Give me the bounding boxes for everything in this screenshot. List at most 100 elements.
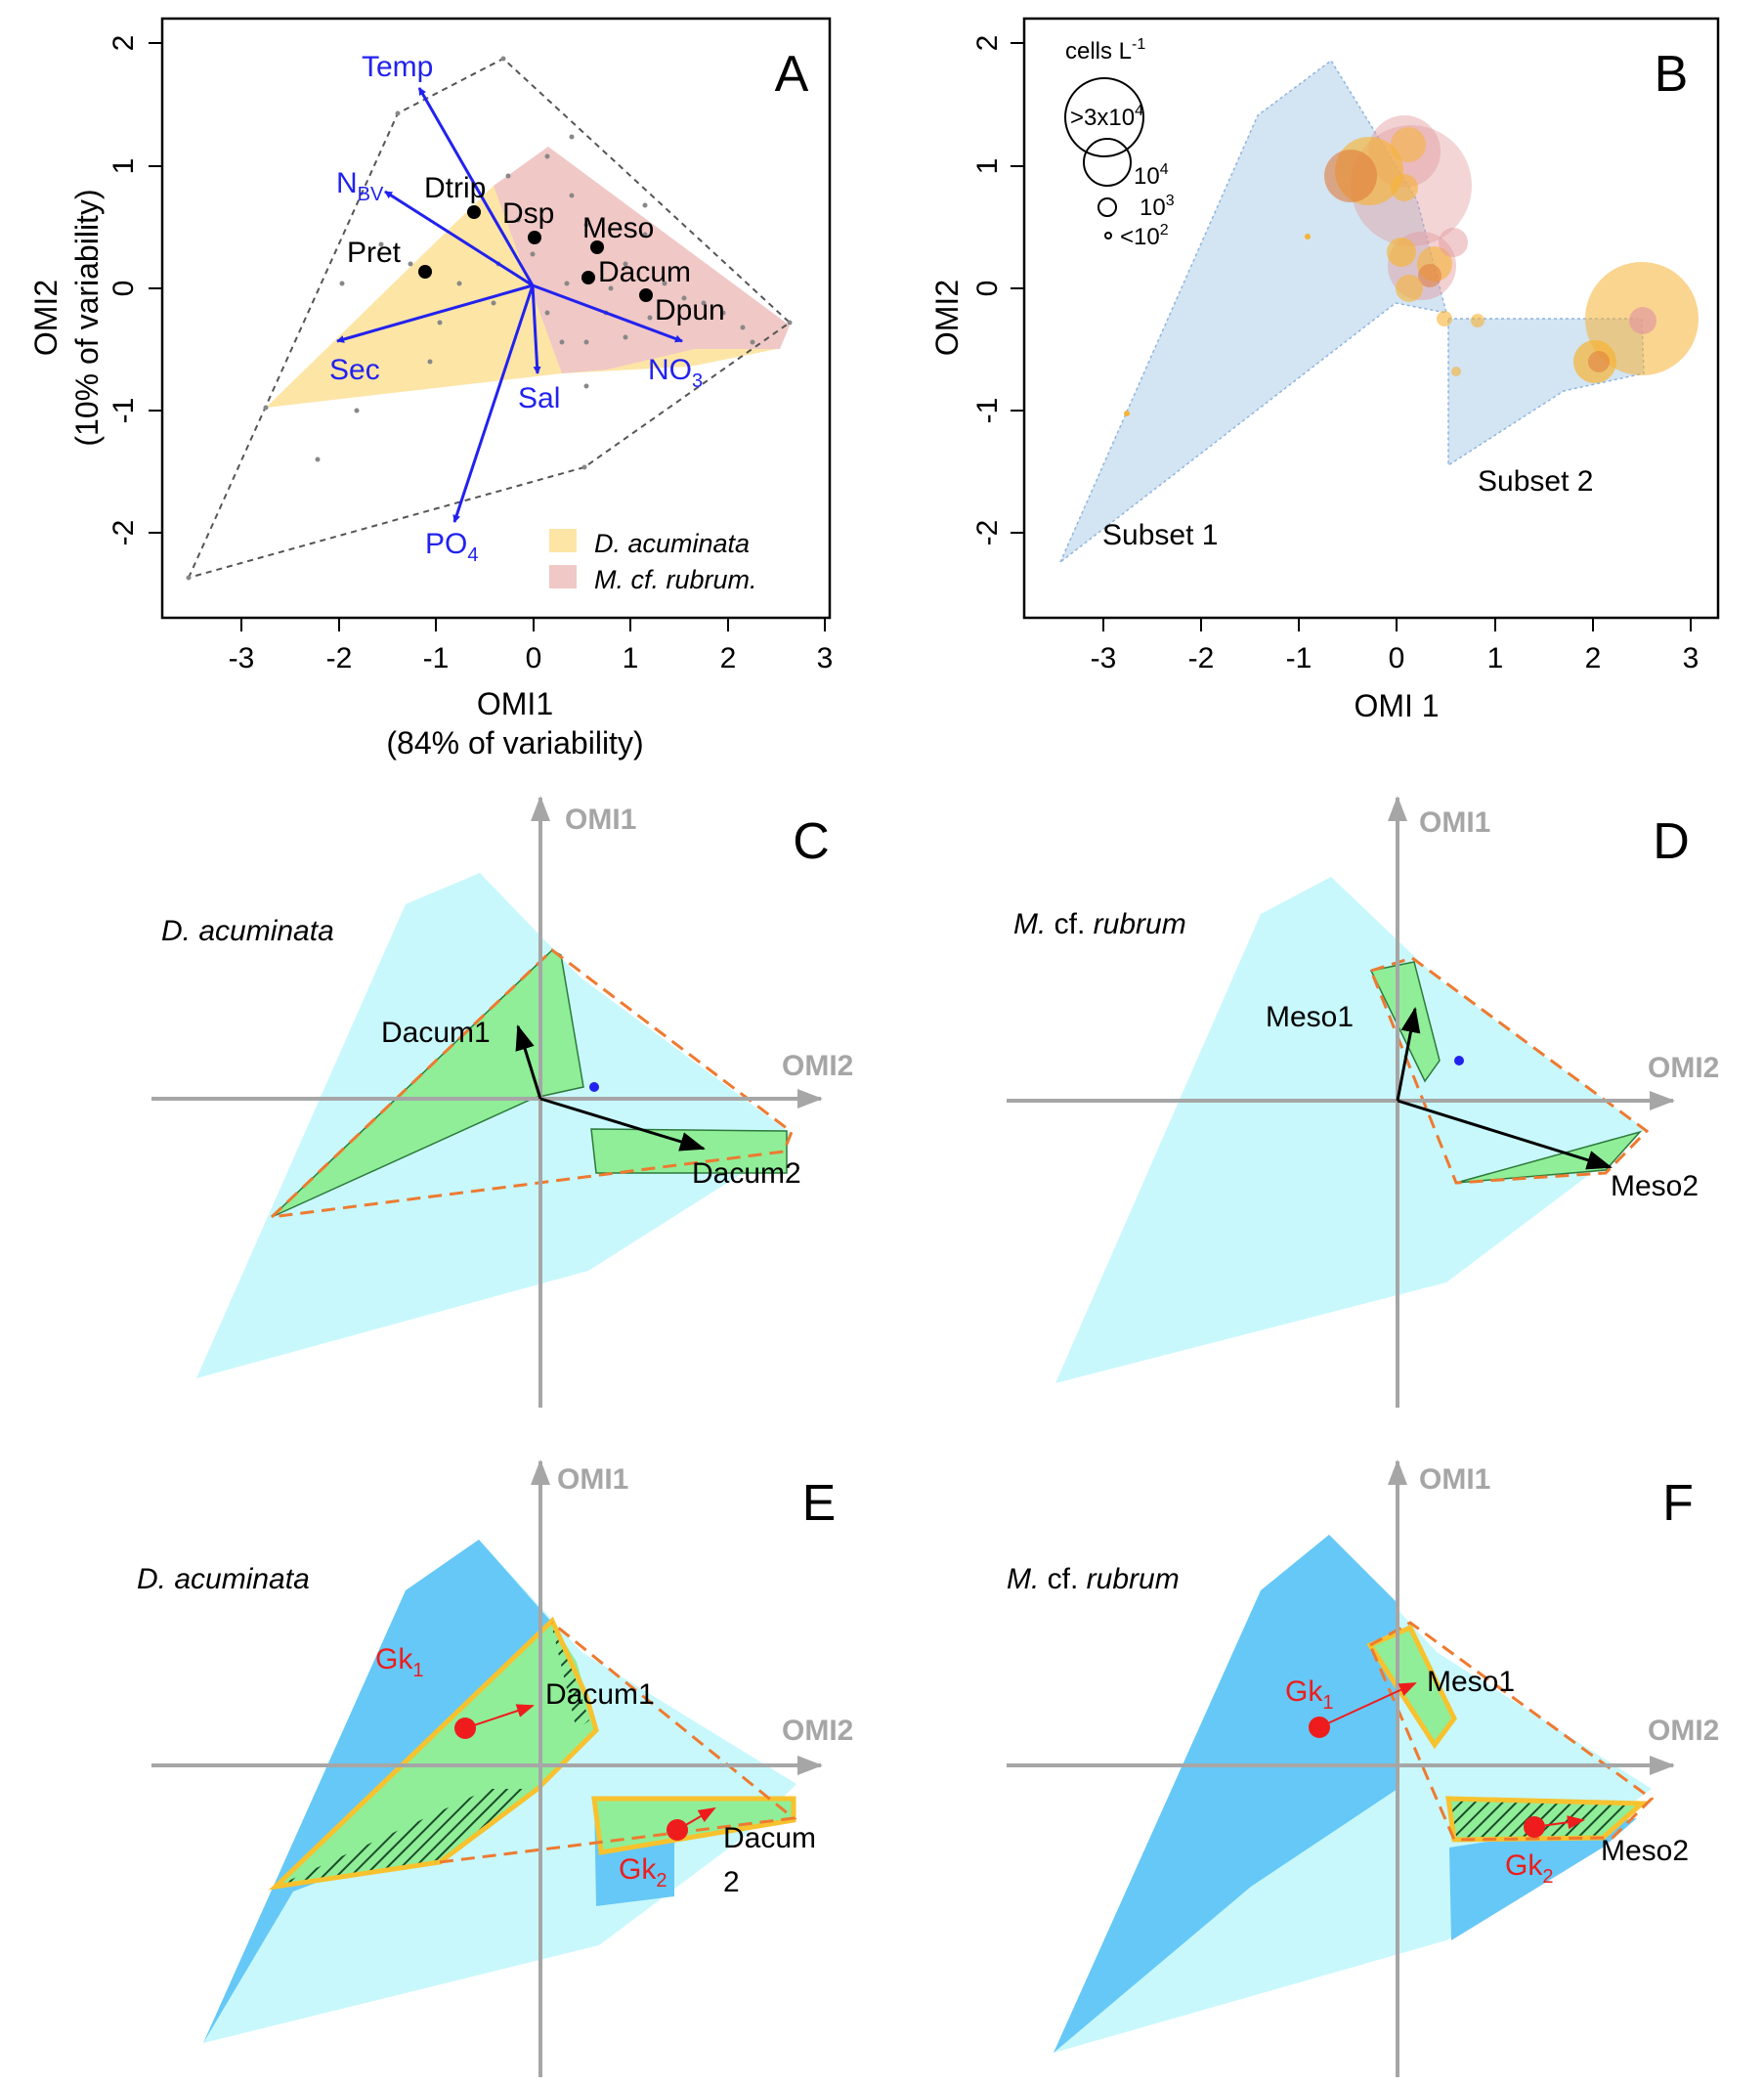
legend-dacum-label: D. acuminata — [594, 529, 750, 558]
panel-a-y-axis: 2 1 0 -1 -2 OMI2 (10% of variability) — [28, 35, 162, 546]
panel-b-letter: B — [1655, 46, 1689, 103]
svg-text:-3: -3 — [229, 642, 255, 674]
po4-label: PO4 — [425, 528, 478, 566]
legend-bubble-small — [1097, 197, 1117, 217]
env-labels: Temp NBV Sec Sal NO3 PO4 — [329, 51, 703, 566]
dacum2-subniche-e — [591, 1796, 796, 1855]
temp-vector — [417, 87, 535, 286]
svg-text:-1: -1 — [971, 398, 1004, 424]
panel-d-omi1-label: OMI1 — [1419, 806, 1490, 839]
convex-hull-all — [187, 57, 792, 580]
svg-text:2: 2 — [108, 35, 140, 52]
dacum1-label-e: Dacum1 — [545, 1678, 655, 1711]
panel-d-omi2-label: OMI2 — [1648, 1052, 1719, 1084]
dtrip-point — [467, 205, 481, 219]
panel-b-x-label: OMI 1 — [1354, 688, 1439, 723]
no3-label: NO3 — [648, 354, 703, 392]
gk2-vector-f — [1533, 1815, 1585, 1830]
legend-medium-label: 104 — [1134, 161, 1169, 190]
dacum1-subniche-e — [276, 1623, 596, 1887]
sal-vector — [531, 284, 541, 374]
panel-b-y-axis: 2 1 0 -1 -2 OMI2 — [929, 35, 1024, 546]
dacum2-label-e-1: Dacum — [723, 1822, 816, 1854]
dsp-label: Dsp — [502, 197, 554, 230]
panel-c: OMI1 OMI2 D. acuminata Dacum1 Dacum2 C — [151, 796, 853, 1408]
panel-a-x-axis: -3 -2 -1 0 1 2 3 OMI1 (84% of variability) — [229, 618, 834, 761]
panel-c-omi1-label: OMI1 — [565, 804, 636, 836]
legend-title: cells L-1 — [1065, 36, 1145, 65]
dpun-label: Dpun — [655, 294, 725, 326]
svg-text:-2: -2 — [108, 520, 140, 546]
panel-a-y-ticks — [149, 42, 162, 534]
meso2-label: Meso2 — [1611, 1170, 1699, 1202]
nbv-label: NBV — [336, 167, 384, 205]
dacum1-vector — [515, 1024, 542, 1100]
panel-d: OMI1 OMI2 M. cf. rubrum Meso1 Meso2 D — [1007, 796, 1719, 1408]
panel-c-species: D. acuminata — [161, 915, 334, 947]
panel-c-origin-point — [589, 1082, 599, 1092]
panel-b-x-axis: -3 -2 -1 0 1 2 3 OMI 1 — [1091, 618, 1699, 723]
panel-f-omi2-label: OMI2 — [1648, 1715, 1719, 1747]
svg-text:-1: -1 — [1286, 642, 1312, 674]
gk1-vector-f — [1318, 1682, 1417, 1728]
panel-a-letter: A — [775, 46, 809, 103]
dsp-point — [528, 231, 541, 244]
panel-f-omi1-label: OMI1 — [1419, 1463, 1490, 1496]
panel-c-letter: C — [793, 813, 830, 870]
pret-point — [418, 265, 432, 279]
gk1-vector-e — [464, 1704, 535, 1729]
pret-label: Pret — [347, 237, 402, 269]
panel-a-legend: D. acuminata M. cf. rubrum. — [549, 529, 757, 594]
panel-a-y-tick-labels: 2 1 0 -1 -2 — [108, 35, 140, 546]
gk2-label-e: Gk2 — [619, 1853, 667, 1891]
panel-a-y-label: OMI2 — [28, 280, 64, 356]
svg-text:2: 2 — [1585, 642, 1602, 674]
panel-c-omi2-label: OMI2 — [782, 1050, 853, 1082]
panel-a-y-label-2: (10% of variability) — [69, 189, 105, 446]
no3-vector — [532, 283, 683, 343]
subset1-label: Subset 1 — [1102, 519, 1218, 551]
panel-f-species: M. cf. rubrum — [1007, 1563, 1180, 1595]
legend-bubble-large — [1064, 77, 1144, 157]
panel-c-dashed-niche — [267, 948, 794, 1220]
abundance-bubbles — [1124, 115, 1699, 416]
panel-a-x-ticks — [240, 618, 826, 631]
dacum-point — [581, 271, 595, 284]
panel-a-x-tick-labels: -3 -2 -1 0 1 2 3 — [229, 642, 834, 674]
dacum2-vector — [539, 1097, 706, 1152]
panel-e-dashed-niche — [439, 1621, 797, 1864]
panel-f-letter: F — [1662, 1475, 1694, 1532]
panel-d-species: M. cf. rubrum — [1013, 908, 1186, 940]
gk1-label-f: Gk1 — [1285, 1675, 1333, 1714]
temp-label: Temp — [362, 51, 433, 83]
panel-d-origin-point — [1454, 1056, 1464, 1065]
legend-bubble-tiny — [1104, 232, 1112, 239]
panel-a-frame — [160, 17, 832, 620]
svg-text:-1: -1 — [108, 398, 140, 424]
panel-b: cells L-1 >3x104 104 103 <102 Subset 1 S… — [929, 17, 1720, 723]
sec-vector — [336, 283, 534, 343]
panel-d-dashed-niche — [1369, 956, 1650, 1185]
meso1-vector — [1396, 1007, 1421, 1102]
meso-label: Meso — [582, 212, 654, 244]
dacum1-hatch-upper — [552, 1628, 589, 1730]
dacum2-label-e-2: 2 — [723, 1866, 740, 1898]
meso2-label-f: Meso2 — [1601, 1835, 1689, 1867]
meso2-subniche — [1455, 1130, 1643, 1184]
species-labels: Pret Dtrip Dsp Meso Dacum Dpun — [347, 172, 725, 326]
meso-niche-area — [494, 147, 790, 373]
panel-d-niche — [1055, 877, 1645, 1383]
svg-text:-2: -2 — [1188, 642, 1215, 674]
legend-meso-swatch — [549, 565, 577, 588]
legend-tiny-label: <102 — [1120, 222, 1169, 250]
panel-b-frame — [1022, 17, 1720, 620]
panel-e-letter: E — [802, 1475, 837, 1532]
gk2-label-f: Gk2 — [1505, 1849, 1553, 1888]
dacum1-label: Dacum1 — [381, 1017, 491, 1049]
sec-label: Sec — [329, 354, 380, 386]
panel-b-y-label: OMI2 — [929, 280, 965, 356]
dacum2-label: Dacum2 — [692, 1157, 801, 1190]
svg-text:-2: -2 — [971, 520, 1004, 546]
legend-small-label: 103 — [1140, 193, 1175, 221]
